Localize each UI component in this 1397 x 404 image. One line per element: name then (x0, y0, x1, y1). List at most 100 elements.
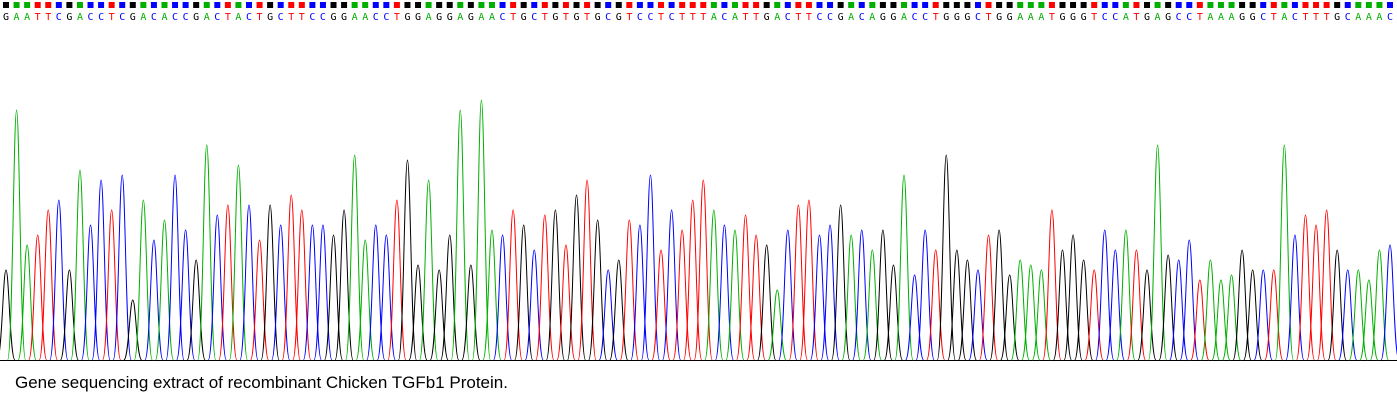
peak (440, 234, 460, 361)
base-marker (319, 2, 326, 8)
base-letter: T (743, 12, 749, 23)
peak (1042, 209, 1062, 361)
peak (1010, 259, 1030, 361)
base-marker (404, 2, 411, 8)
base-letter: T (933, 12, 939, 23)
base-letter: A (426, 12, 432, 23)
base-letter: G (616, 12, 622, 23)
base-letter: C (320, 12, 326, 23)
base-marker (1313, 2, 1320, 8)
base-letter: G (341, 12, 347, 23)
peak (640, 174, 660, 361)
base-marker (562, 2, 569, 8)
peak (619, 219, 639, 361)
base-marker (1133, 2, 1140, 8)
base-marker (1217, 2, 1224, 8)
base-marker (869, 2, 876, 8)
base-marker (288, 2, 295, 8)
base-marker (1196, 2, 1203, 8)
peak (609, 259, 629, 361)
base-marker (679, 2, 686, 8)
base-letter: G (1144, 12, 1150, 23)
peak (1179, 239, 1199, 361)
base-marker (816, 2, 823, 8)
base-letter: C (912, 12, 918, 23)
base-marker (689, 2, 696, 8)
base-letter: C (500, 12, 506, 23)
caption: Gene sequencing extract of recombinant C… (15, 373, 508, 392)
base-marker (1175, 2, 1182, 8)
base-marker (1080, 2, 1087, 8)
base-marker (383, 2, 390, 8)
peak (503, 209, 523, 361)
base-marker (457, 2, 464, 8)
base-letter: T (806, 12, 812, 23)
base-marker (700, 2, 707, 8)
peak (91, 179, 111, 361)
peak (1222, 274, 1242, 361)
base-letter: T (700, 12, 706, 23)
peak (936, 154, 956, 361)
base-letter: A (1038, 12, 1044, 23)
base-letter: A (1028, 12, 1034, 23)
base-letter: T (257, 12, 263, 23)
base-letter: T (626, 12, 632, 23)
base-letter: C (605, 12, 611, 23)
base-letter: T (1133, 12, 1139, 23)
base-marker (858, 2, 865, 8)
base-marker (742, 2, 749, 8)
base-marker (87, 2, 94, 8)
base-letter: C (88, 12, 94, 23)
base-letter: G (1334, 12, 1340, 23)
base-marker (848, 2, 855, 8)
base-letter: C (119, 12, 125, 23)
base-letter: A (457, 12, 463, 23)
base-marker (584, 2, 591, 8)
base-marker (1112, 2, 1119, 8)
base-marker (277, 2, 284, 8)
peak (767, 289, 787, 361)
base-letter: G (1070, 12, 1076, 23)
base-marker (1027, 2, 1034, 8)
peak (852, 229, 872, 361)
base-marker (953, 2, 960, 8)
base-letter: G (404, 12, 410, 23)
base-letter: G (943, 12, 949, 23)
base-marker (425, 2, 432, 8)
base-letter: G (1250, 12, 1256, 23)
peak (1200, 259, 1220, 361)
base-marker (1101, 2, 1108, 8)
peak (556, 244, 576, 361)
base-letter: G (3, 12, 9, 23)
peak (1000, 274, 1020, 361)
base-marker (795, 2, 802, 8)
base-marker (932, 2, 939, 8)
base-letter: T (1313, 12, 1319, 23)
base-letter: A (161, 12, 167, 23)
base-letter: C (383, 12, 389, 23)
base-letter: A (1376, 12, 1382, 23)
base-marker (731, 2, 738, 8)
base-marker (1387, 2, 1393, 8)
base-letter: A (1017, 12, 1023, 23)
base-letter: G (838, 12, 844, 23)
base-marker (879, 2, 886, 8)
peak (968, 269, 988, 361)
base-letter: G (193, 12, 199, 23)
base-letter: A (489, 12, 495, 23)
base-marker (510, 2, 517, 8)
base-letter: A (1281, 12, 1287, 23)
base-marker (1291, 2, 1298, 8)
base-marker (1323, 2, 1330, 8)
base-marker (34, 2, 41, 8)
base-marker (1186, 2, 1193, 8)
base-letter: G (1239, 12, 1245, 23)
peak (757, 244, 777, 361)
peak (1116, 229, 1136, 361)
base-letter: C (278, 12, 284, 23)
base-letter: C (859, 12, 865, 23)
base-letter: G (66, 12, 72, 23)
peak (345, 154, 365, 361)
base-marker (256, 2, 263, 8)
base-marker (1344, 2, 1351, 8)
